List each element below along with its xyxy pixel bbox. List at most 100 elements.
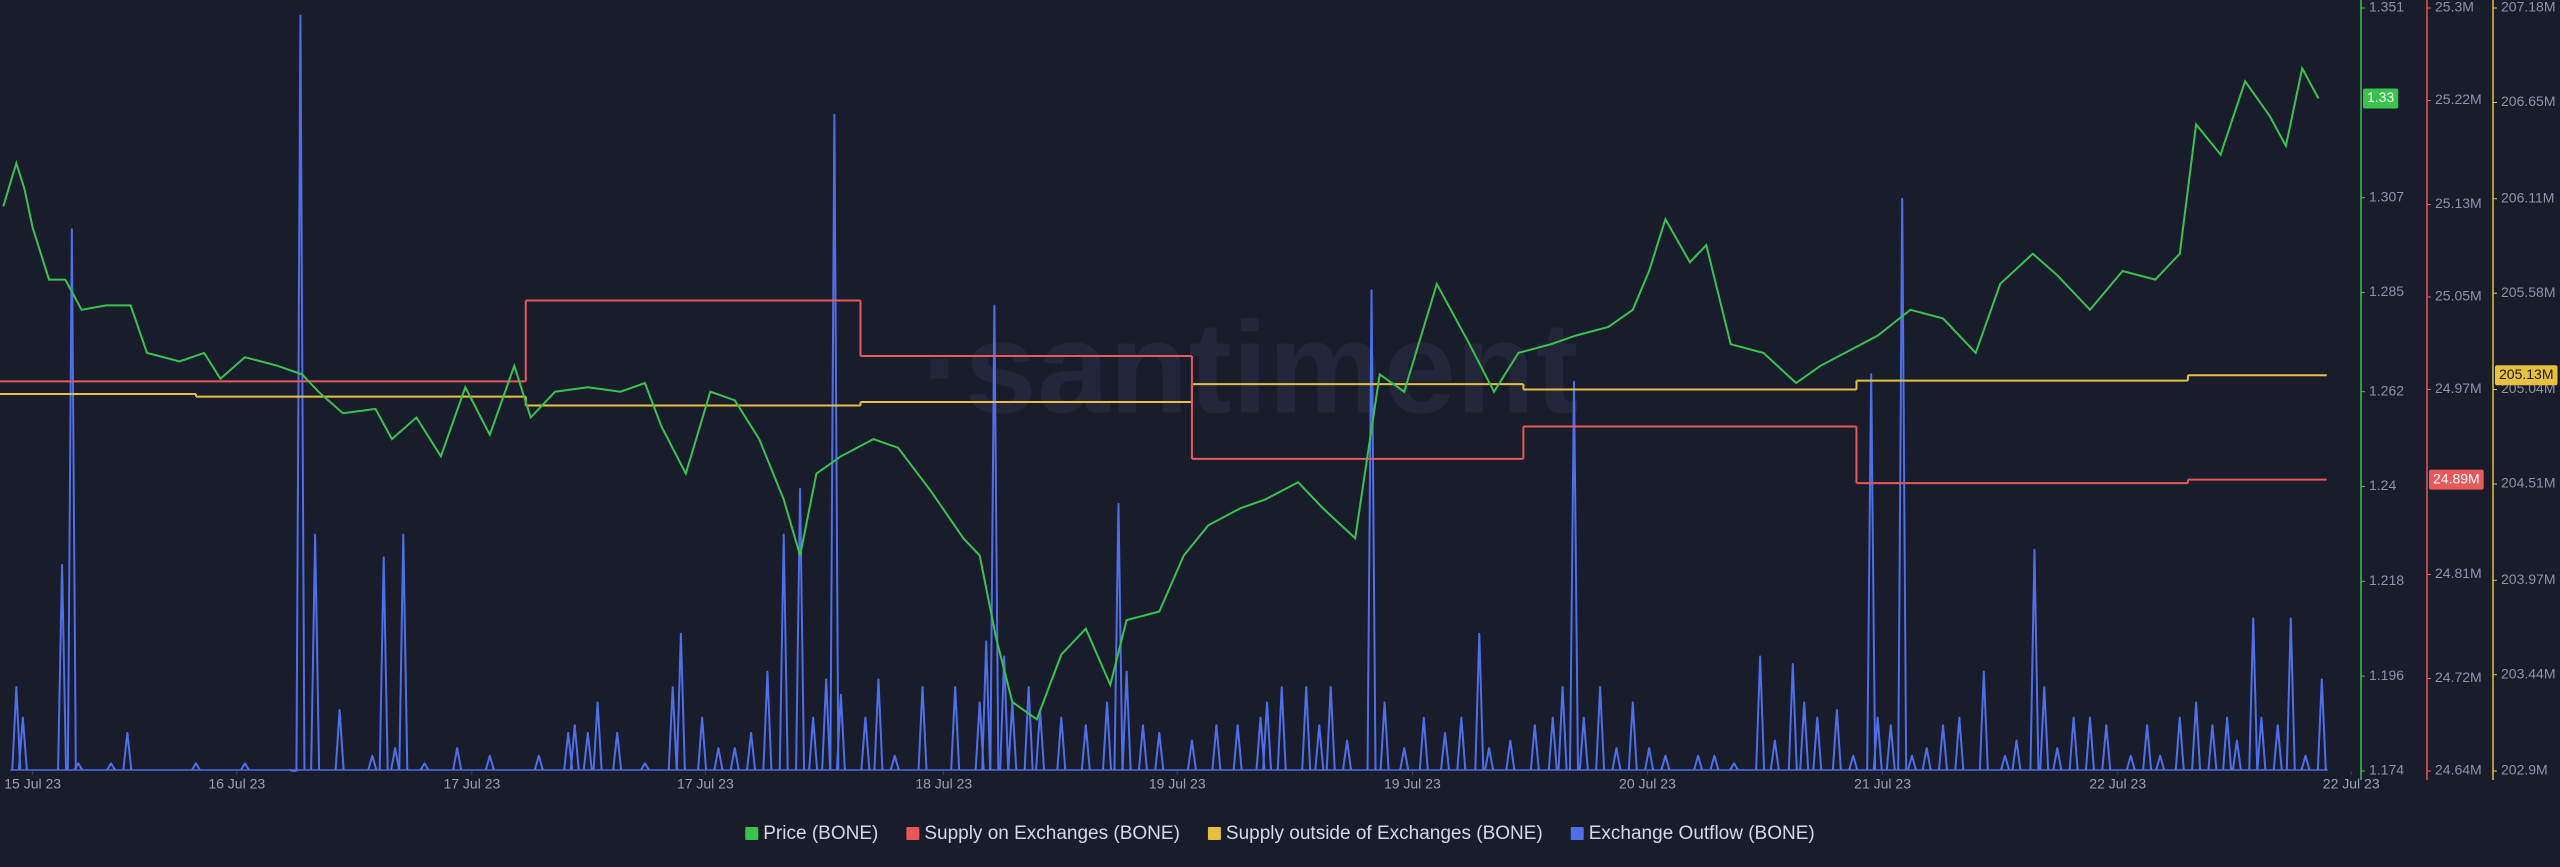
outflow-spike [582,731,593,771]
price-line [2,65,2320,721]
x-tick-label: 15 Jul 23 [4,776,61,792]
outflow-spike [1211,724,1222,771]
outflow-spike [1954,716,1965,771]
outflow-spike [2101,724,2112,771]
outflow-spike [1314,724,1325,771]
outflow-spike [1366,289,1377,771]
outflow-spike [1137,724,1148,771]
outflow-spike [17,716,28,771]
outflow-spike [640,762,650,771]
y-tick-label: 1.351 [2369,0,2404,15]
outflow-spike [592,701,603,771]
y-tick-label: 25.13M [2435,195,2482,211]
outflow-spike [1709,754,1720,771]
outflow-spike [57,563,68,771]
outflow-spike [1023,686,1034,771]
outflow-spike [675,632,686,771]
outflow-spike [533,754,544,771]
outflow-spike [1056,716,1067,771]
outflow-spike [1885,724,1896,771]
x-tick-label: 17 Jul 23 [677,776,734,792]
outflow-spike [2231,739,2242,771]
outflow-spike [2256,716,2267,771]
outflow-spike [1907,754,1917,771]
outflow-spike [569,724,580,771]
outflow-spike [829,113,840,771]
y-tick-label: 1.285 [2369,283,2404,299]
outflow-spike [1978,670,1989,771]
outflow-spike [729,747,740,771]
legend-label: Exchange Outflow (BONE) [1589,823,1815,844]
value-badge-box [2495,365,2558,386]
outflow-spike [2155,754,2166,771]
outflow-spike [1484,747,1495,771]
outflow-spike [1693,754,1704,771]
outflow-spike [1799,701,1810,771]
outflow-spike [795,487,806,771]
outflow-spike [1121,670,1132,771]
y-tick-label: 202.9M [2501,762,2548,778]
x-tick-label: 20 Jul 23 [1619,776,1676,792]
outflow-spike [191,762,201,771]
legend-swatch [745,827,759,840]
outflow-spike [1505,739,1516,771]
outflow-spike [1831,708,1842,771]
y-tick-label: 1.24 [2369,477,2396,493]
outflow-spike [1595,686,1606,771]
outflow-spike [1729,762,1739,771]
outflow-spike [1938,724,1949,771]
y-tick-label: 24.81M [2435,565,2482,581]
outflow-spike [1342,739,1353,771]
outflow-spike [1456,716,1467,771]
outflow-spike [2285,617,2296,771]
outflow-spike [2011,739,2022,771]
outflow-spike [860,716,871,771]
outflow-spike [1418,716,1429,771]
outflow-spike [1301,686,1312,771]
outflow-spike [746,731,757,771]
outflow-spike [1848,754,1859,771]
outflow-spike [367,754,378,771]
y-tick-label: 24.97M [2435,380,2482,396]
outflow-spike [1379,701,1390,771]
x-tick-label: 16 Jul 23 [208,776,265,792]
outflow-spike [1627,701,1638,771]
outflow-spike [398,533,409,771]
outflow-spike [106,762,116,771]
outflow-spike [778,533,789,771]
x-tick-label: 17 Jul 23 [443,776,500,792]
outflow-spike [1921,747,1932,771]
outflow-spike [289,769,299,772]
y-tick-label: 1.196 [2369,667,2404,683]
outflow-spike [2000,754,2011,771]
outflow-spike [835,693,846,771]
value-badge-box [2429,469,2484,490]
legend-swatch [1207,827,1221,840]
outflow-spike [310,533,321,771]
legend-label: Price (BONE) [763,823,878,844]
outflow-spike [1787,663,1798,771]
outflow-spike [390,747,401,771]
y-tick-label: 206.65M [2501,93,2555,109]
y-tick-label: 204.51M [2501,475,2555,491]
outflow-spike [2272,724,2283,771]
outflow-spike [2248,617,2259,771]
y-tick-label: 1.262 [2369,382,2404,398]
outflow-spike [2084,716,2095,771]
y-tick-label: 206.11M [2501,189,2554,205]
outflow-spike [240,762,250,771]
outflow-spike [1866,373,1877,771]
outflow-spike [2142,724,2153,771]
outflow-spike [1474,632,1485,771]
outflow-spike [2052,747,2063,771]
outflow-spike [1578,716,1589,771]
outflow-spike [2039,686,2050,771]
outflow-spike [697,716,708,771]
outflow-spike [1897,197,1908,771]
outflow-spike [1611,747,1622,771]
outflow-spike [122,731,133,771]
x-tick-label: 22 Jul 23 [2089,776,2146,792]
outflow-spike [981,640,992,771]
x-tick-label: 19 Jul 23 [1149,776,1206,792]
